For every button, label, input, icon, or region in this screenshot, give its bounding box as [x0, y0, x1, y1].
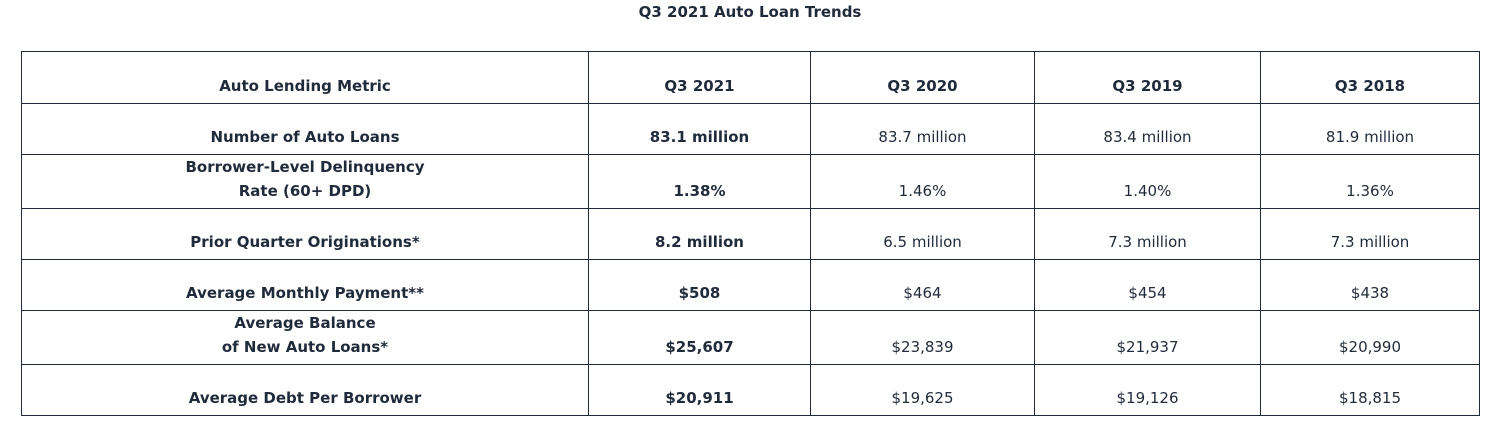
value-cell: $25,607: [588, 310, 811, 365]
value-cell: $21,937: [1034, 310, 1261, 365]
metric-cell: Number of Auto Loans: [21, 103, 589, 155]
value-cell: 81.9 million: [1260, 103, 1480, 155]
column-header: Q3 2019: [1034, 51, 1261, 104]
column-header: Q3 2018: [1260, 51, 1480, 104]
value-cell: $508: [588, 259, 811, 311]
value-cell: 6.5 million: [810, 208, 1035, 260]
metric-cell: Average Balance of New Auto Loans*: [21, 310, 589, 365]
value-cell: $464: [810, 259, 1035, 311]
table-row: Number of Auto Loans 83.1 million 83.7 m…: [21, 103, 1480, 155]
value-cell: $18,815: [1260, 364, 1480, 416]
value-cell: $23,839: [810, 310, 1035, 365]
value-cell: 8.2 million: [588, 208, 811, 260]
table-header-row: Auto Lending Metric Q3 2021 Q3 2020 Q3 2…: [21, 51, 1480, 104]
table-row: Average Debt Per Borrower $20,911 $19,62…: [21, 364, 1480, 416]
table-row: Average Balance of New Auto Loans* $25,6…: [21, 310, 1480, 365]
value-cell: 1.46%: [810, 154, 1035, 209]
metric-label: Average Debt Per Borrower: [188, 389, 422, 407]
metric-label: Borrower-Level Delinquency: [185, 158, 425, 176]
value-cell: $19,126: [1034, 364, 1261, 416]
table-row: Average Monthly Payment** $508 $464 $454…: [21, 259, 1480, 311]
metric-label: of New Auto Loans*: [221, 338, 389, 356]
value-cell: $19,625: [810, 364, 1035, 416]
table-row: Prior Quarter Originations* 8.2 million …: [21, 208, 1480, 260]
value-cell: 83.4 million: [1034, 103, 1261, 155]
metric-label: Average Balance: [234, 314, 376, 332]
metric-label: Prior Quarter Originations*: [190, 233, 420, 251]
value-cell: 1.40%: [1034, 154, 1261, 209]
metric-cell: Prior Quarter Originations*: [21, 208, 589, 260]
metric-label: Number of Auto Loans: [210, 128, 400, 146]
metric-label: Rate (60+ DPD): [238, 182, 372, 200]
metric-cell: Borrower-Level Delinquency Rate (60+ DPD…: [21, 154, 589, 209]
page-title: Q3 2021 Auto Loan Trends: [638, 3, 862, 21]
value-cell: 1.36%: [1260, 154, 1480, 209]
value-cell: 7.3 million: [1260, 208, 1480, 260]
value-cell: 7.3 million: [1034, 208, 1261, 260]
value-cell: 83.7 million: [810, 103, 1035, 155]
value-cell: $454: [1034, 259, 1261, 311]
auto-loan-trends-table: Auto Lending Metric Q3 2021 Q3 2020 Q3 2…: [21, 51, 1480, 416]
column-header: Auto Lending Metric: [21, 51, 589, 104]
value-cell: $438: [1260, 259, 1480, 311]
value-cell: $20,990: [1260, 310, 1480, 365]
column-header: Q3 2020: [810, 51, 1035, 104]
value-cell: 1.38%: [588, 154, 811, 209]
value-cell: $20,911: [588, 364, 811, 416]
table-row: Borrower-Level Delinquency Rate (60+ DPD…: [21, 154, 1480, 209]
column-header: Q3 2021: [588, 51, 811, 104]
metric-cell: Average Debt Per Borrower: [21, 364, 589, 416]
metric-cell: Average Monthly Payment**: [21, 259, 589, 311]
value-cell: 83.1 million: [588, 103, 811, 155]
metric-label: Average Monthly Payment**: [186, 284, 424, 302]
